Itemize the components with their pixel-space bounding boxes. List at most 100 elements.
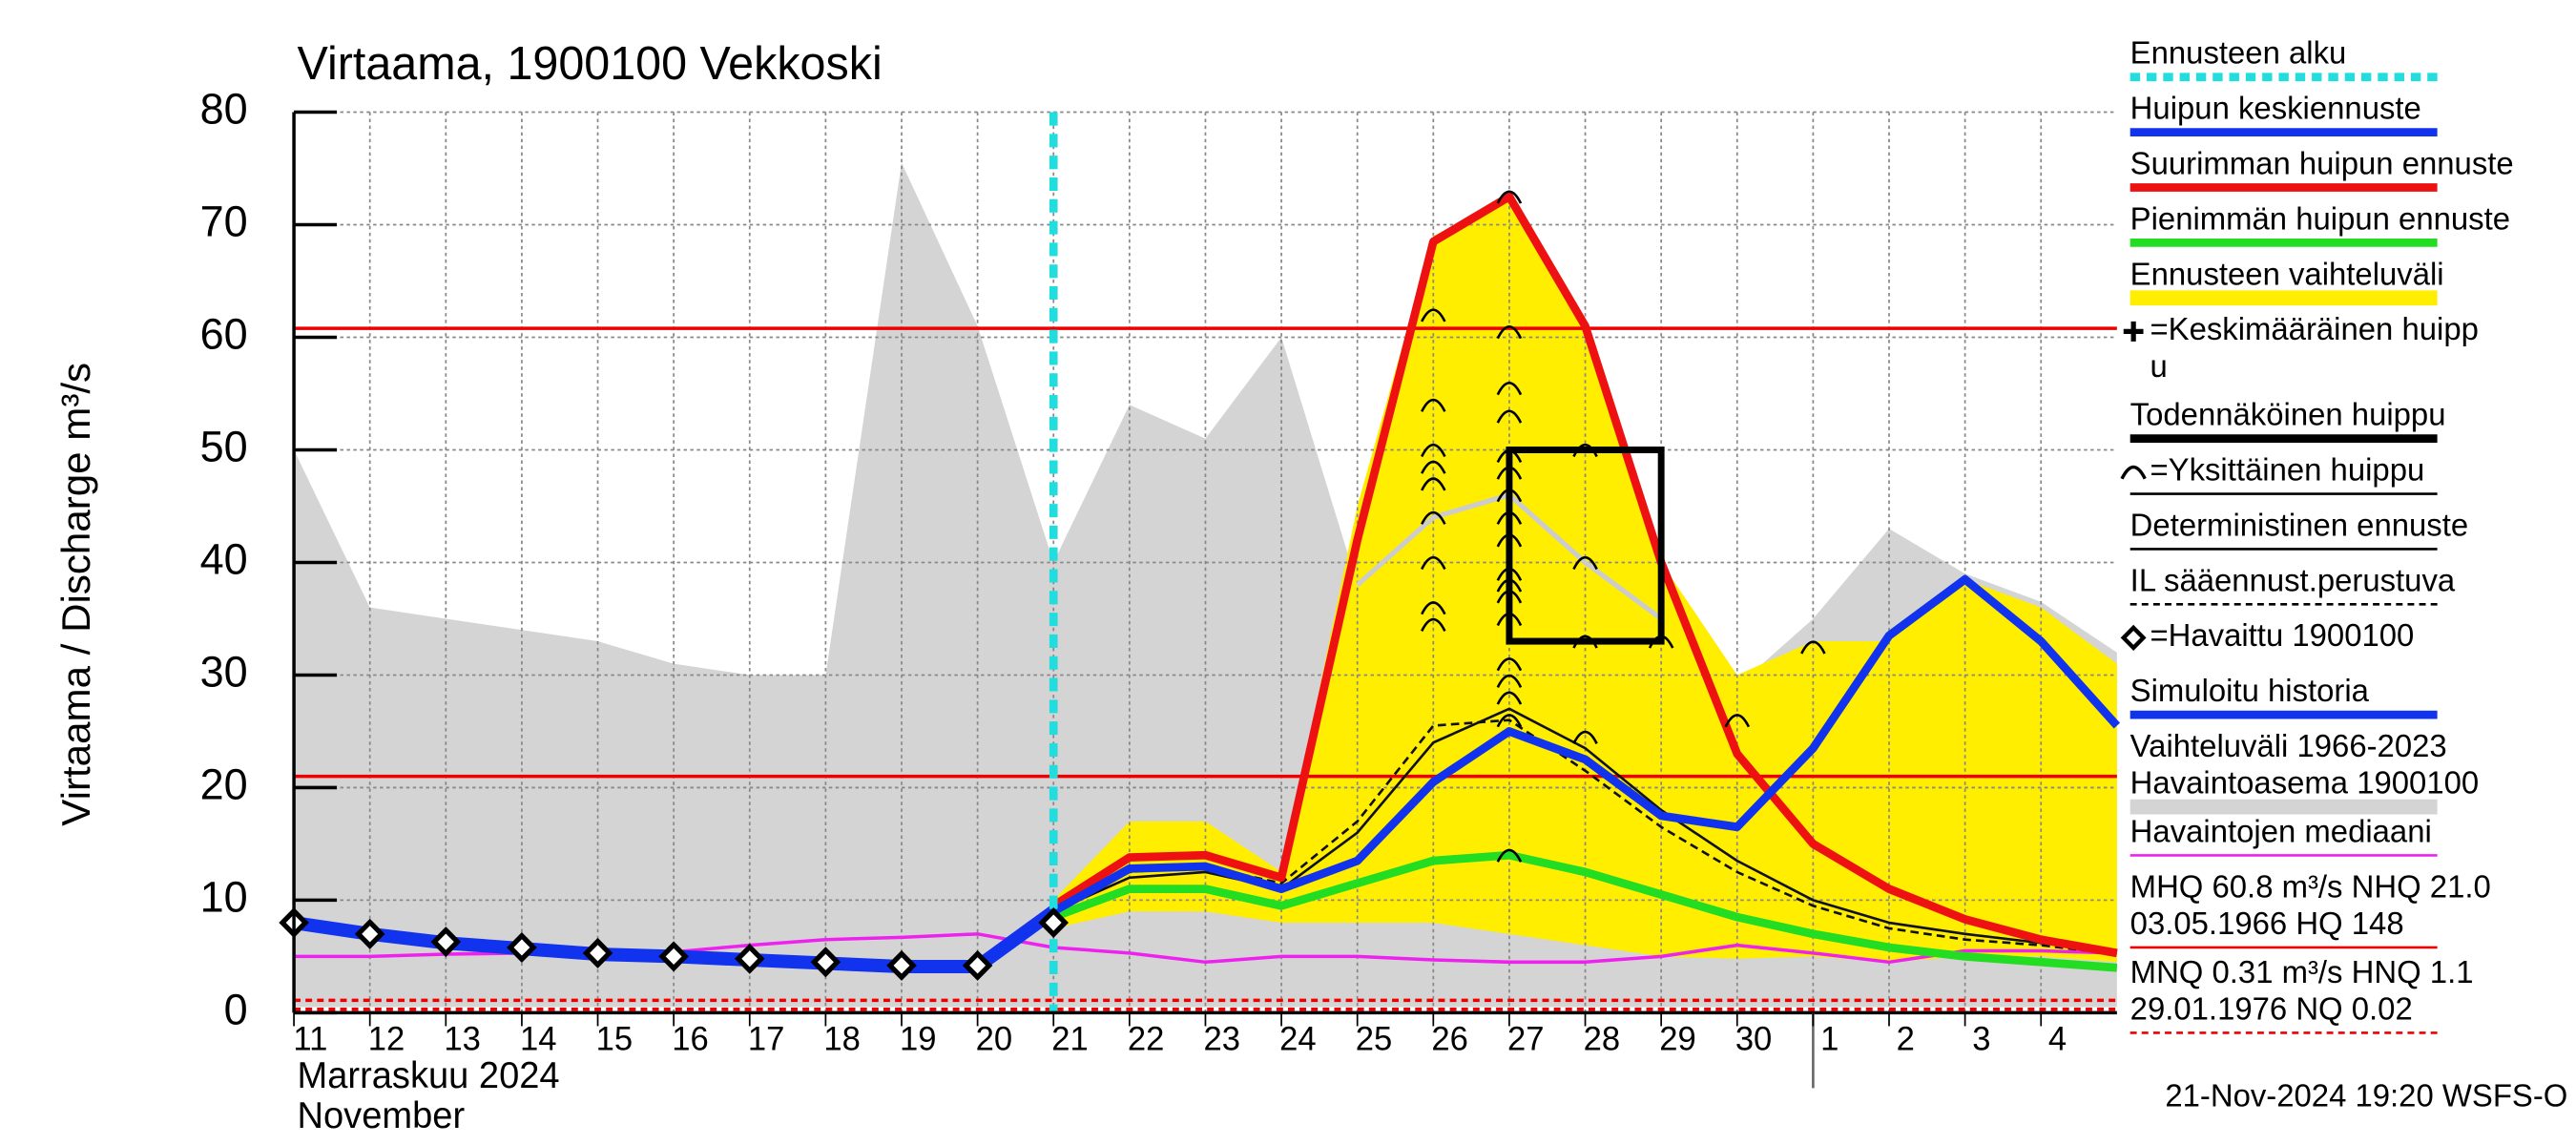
peak-marker (1800, 640, 1826, 655)
peak-marker (1496, 578, 1523, 593)
peak-marker (1496, 691, 1523, 705)
x-axis-label: Marraskuu 2024 (298, 1055, 560, 1096)
y-axis-label: Virtaama / Discharge m³/s (53, 363, 98, 826)
x-tick-label: 26 (1431, 1020, 1468, 1057)
peak-marker (1421, 477, 1446, 491)
x-tick-label: 25 (1356, 1020, 1393, 1057)
peak-marker (1496, 489, 1523, 503)
chart-title: Virtaama, 1900100 Vekkoski (298, 38, 883, 90)
peak-marker (1572, 635, 1598, 649)
y-tick-label: 80 (200, 84, 248, 133)
observed-point (430, 926, 462, 958)
peak-marker (1496, 533, 1523, 548)
peak-marker (1496, 590, 1523, 604)
peak-marker (1496, 382, 1523, 396)
x-tick-label: 30 (1735, 1020, 1773, 1057)
line-series (1051, 574, 2121, 916)
peak-marker (1496, 448, 1523, 464)
legend-icon (2123, 321, 2144, 342)
range-band (1053, 197, 2117, 963)
x-tick-label: 20 (976, 1020, 1013, 1057)
peak-marker (1421, 510, 1446, 525)
x-tick-label: 23 (1204, 1020, 1241, 1057)
legend-label: 03.05.1966 HQ 148 (2130, 906, 2404, 942)
x-tick-label: 17 (748, 1020, 785, 1057)
legend-label: MHQ 60.8 m³/s NHQ 21.0 (2130, 869, 2491, 905)
footer: 21-Nov-2024 19:20 WSFS-O (2165, 1078, 2567, 1114)
x-tick-label: 12 (368, 1020, 405, 1057)
observed-point (507, 931, 537, 963)
peak-marker (1421, 617, 1446, 632)
y-tick-label: 10 (200, 872, 248, 921)
legend-label: Ennusteen vaihteluväli (2130, 257, 2444, 292)
peak-marker (1496, 325, 1523, 340)
y-tick-label: 60 (200, 309, 248, 358)
x-tick-label: 11 (293, 1020, 327, 1057)
x-tick-label: 2 (1897, 1020, 1915, 1057)
legend-label: Todennäköinen huippu (2130, 397, 2446, 432)
peak-marker (1572, 443, 1598, 458)
x-tick-label: 24 (1279, 1020, 1317, 1057)
x-tick-label: 16 (672, 1020, 709, 1057)
x-tick-label: 4 (2048, 1020, 2067, 1057)
x-tick-label: 27 (1507, 1020, 1545, 1057)
legend-label: =Yksittäinen huippu (2150, 452, 2424, 488)
observed-point (810, 947, 841, 978)
peak-marker (1496, 567, 1523, 581)
peak-marker (1421, 601, 1446, 615)
legend-icon (2120, 624, 2147, 652)
legend-label: Simuloitu historia (2130, 674, 2370, 709)
observed-point (582, 937, 613, 968)
peak-marker (1496, 612, 1523, 627)
legend-label: 29.01.1976 NQ 0.02 (2130, 991, 2413, 1027)
x-tick-label: 3 (1972, 1020, 1990, 1057)
observed-point (962, 949, 993, 981)
legend-label: Pienimmän huipun ennuste (2130, 201, 2510, 237)
line-series (1051, 850, 2118, 972)
x-axis-label: November (298, 1095, 466, 1136)
legend-label: Ennusteen alku (2130, 36, 2347, 72)
y-tick-label: 70 (200, 197, 248, 245)
peak-marker (1572, 730, 1598, 744)
legend-label: u (2150, 349, 2167, 385)
x-tick-label: 22 (1128, 1020, 1165, 1057)
peak-marker (1496, 657, 1523, 672)
observed-point (1038, 907, 1070, 939)
peak-marker (1421, 443, 1446, 458)
legend-label: IL sääennust.perustuva (2130, 563, 2456, 598)
observed-point (734, 943, 765, 974)
y-tick-label: 50 (200, 422, 248, 470)
x-tick-label: 21 (1051, 1020, 1089, 1057)
peak-marker (1421, 308, 1446, 323)
legend-icon (2120, 465, 2147, 480)
legend-label: Havaintoasema 1900100 (2130, 765, 2479, 801)
observed-point (886, 949, 917, 981)
legend-label: Havaintojen mediaani (2130, 814, 2432, 849)
observed-point (354, 918, 385, 949)
legend-label: Deterministinen ennuste (2130, 508, 2468, 543)
x-tick-label: 13 (444, 1020, 481, 1057)
x-tick-label: 1 (1820, 1020, 1839, 1057)
peak-marker (1648, 635, 1674, 649)
peak-marker (1421, 398, 1446, 412)
legend-label: Huipun keskiennuste (2130, 91, 2421, 126)
peak-marker (1421, 460, 1446, 474)
peak-marker (1496, 190, 1523, 204)
peak-marker (1496, 409, 1523, 424)
y-tick-label: 0 (224, 985, 248, 1033)
legend-label: MNQ 0.31 m³/s HNQ 1.1 (2130, 955, 2474, 990)
peak-marker (1496, 848, 1523, 863)
peak-marker (1421, 555, 1446, 571)
y-tick-label: 20 (200, 760, 248, 808)
line-series (1050, 192, 2118, 958)
legend-label: =Keskimääräinen huipp (2150, 312, 2478, 347)
peak-marker (1496, 674, 1523, 688)
x-tick-label: 18 (823, 1020, 861, 1057)
peak-marker (1496, 510, 1523, 525)
observed-point (658, 941, 689, 972)
x-tick-label: 29 (1659, 1020, 1696, 1057)
y-tick-label: 40 (200, 534, 248, 583)
y-tick-label: 30 (200, 647, 248, 696)
x-tick-label: 14 (520, 1020, 557, 1057)
